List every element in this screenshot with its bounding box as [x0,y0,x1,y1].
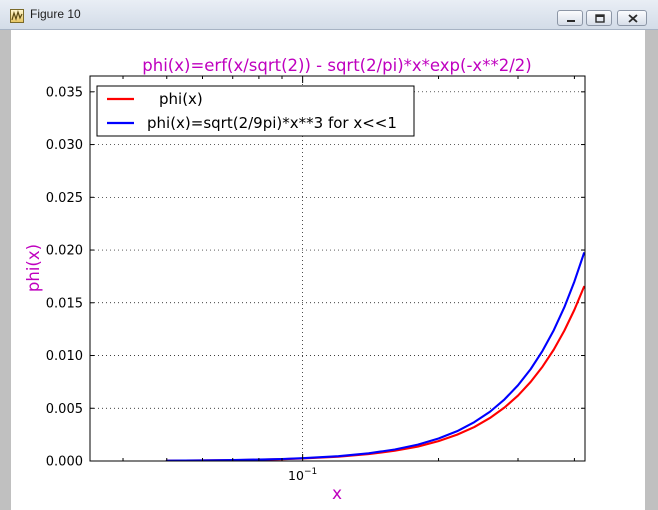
chart-title: phi(x)=erf(x/sqrt(2)) - sqrt(2/pi)*x*exp… [142,56,531,75]
y-tick-label: 0.015 [46,296,83,311]
figure-app-icon [10,9,24,23]
maximize-icon [595,14,605,23]
maximize-button[interactable] [586,10,612,26]
series-layer [165,252,585,461]
x-axis-label: x [332,484,342,504]
figure-canvas: 0.000 0.005 0.010 0.015 0.020 0.025 0.030 0.035… [11,30,645,510]
close-icon [628,14,638,23]
y-tick-label: 0.000 [46,455,83,470]
x-tick-label: 10−1 [288,467,317,483]
legend-label-approx: phi(x)=sqrt(2/9pi)*x**3 for x<<1 [147,114,397,132]
plot-area-frame [89,75,586,462]
close-button[interactable] [617,10,647,26]
minimize-button[interactable] [557,10,583,26]
y-axis-label: phi(x) [24,244,43,292]
y-tick-label: 0.020 [46,244,83,259]
legend-label-phi: phi(x) [159,90,203,108]
legend-box [96,85,415,137]
series-line-approx [165,252,585,461]
window-title: Figure 10 [30,7,81,21]
chart: 0.000 0.005 0.010 0.015 0.020 0.025 0.030 0.035… [24,56,586,504]
y-tick-label: 0.030 [46,138,83,153]
y-tick-label: 0.025 [46,191,83,206]
title-bar[interactable]: Figure 10 [0,0,658,30]
minimize-icon [567,20,575,22]
legend: phi(x) phi(x)=sqrt(2/9pi)*x**3 for x<<1 [96,85,415,137]
y-tick-label: 0.005 [46,402,83,417]
y-tick-label: 0.010 [46,349,83,364]
series-line-phi [165,285,585,461]
y-tick-label: 0.035 [46,85,83,100]
tick-layer: 0.000 0.005 0.010 0.015 0.020 0.025 0.030 0.035… [46,76,585,483]
